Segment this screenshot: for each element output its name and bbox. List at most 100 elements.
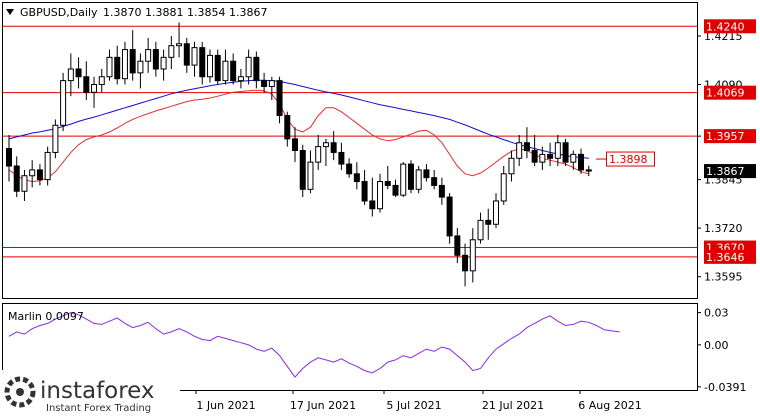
candle-39 [307, 150, 314, 194]
candle-54 [423, 164, 430, 182]
candle-3 [29, 160, 36, 188]
candlestick-series [6, 22, 592, 287]
candle-15 [121, 41, 128, 85]
candle-44 [346, 158, 353, 178]
marlin-line-0 [8, 312, 620, 378]
price-tick-label-4: 1.3720 [704, 222, 743, 235]
candle-25 [199, 41, 206, 85]
indicator-tick-label-1: 0.00 [704, 339, 729, 352]
candle-42 [330, 131, 337, 161]
candle-73 [570, 150, 577, 170]
candle-0 [6, 134, 12, 182]
candle-16 [129, 30, 136, 81]
candle-36 [284, 111, 291, 147]
candle-27 [214, 49, 221, 85]
chart-header-symbol: GBPUSD,Daily [20, 6, 98, 19]
candle-49 [384, 166, 391, 190]
level-tag-1 [704, 85, 756, 100]
time-tick-label-2: 5 Jul 2021 [386, 399, 441, 412]
time-axis: 1 Jun 2021 17 Jun 2021 5 Jul 2021 21 Jul 20… [195, 390, 642, 412]
candle-53 [415, 166, 422, 194]
candle-10 [83, 61, 90, 101]
candle-26 [206, 49, 213, 83]
candle-38 [299, 144, 306, 198]
level-tag-label-2: 1.3957 [706, 130, 745, 143]
candle-31 [245, 49, 252, 85]
indicator-label: Marlin 0.0097 [8, 310, 84, 323]
time-tick-label-4: 6 Aug 2021 [578, 399, 641, 412]
level-tag-label-0: 1.4240 [706, 20, 745, 33]
moving-average-lines [8, 79, 589, 183]
marlin-indicator: 0.03 0.00 -0.0391 [8, 307, 746, 394]
candle-64 [500, 166, 507, 205]
candle-70 [547, 142, 554, 167]
candle-32 [253, 51, 260, 89]
candle-43 [338, 142, 345, 170]
candle-34 [268, 76, 275, 101]
candle-20 [160, 49, 167, 81]
indicator-tick-label-2: -0.0391 [704, 381, 746, 394]
ma-line-1 [8, 89, 589, 183]
watermark-logo: instaforex Instant Forex Trading [0, 370, 180, 415]
candle-18 [145, 37, 152, 73]
time-tick-label-3: 21 Jul 2021 [482, 399, 544, 412]
candle-71 [554, 134, 561, 167]
candle-45 [353, 162, 360, 190]
candle-17 [137, 53, 144, 89]
level-tag-2 [704, 129, 756, 144]
candle-72 [562, 138, 569, 167]
candle-62 [485, 208, 492, 240]
candle-13 [106, 49, 113, 81]
price-tags: 1.42401.40691.39571.36701.36461.38981.38… [596, 19, 756, 264]
candle-33 [261, 72, 268, 93]
marker-label: 1.3898 [609, 153, 648, 166]
candle-28 [222, 49, 229, 85]
candle-67 [523, 127, 530, 159]
candle-51 [400, 162, 407, 198]
candle-65 [508, 150, 515, 182]
level-tag-0 [704, 19, 756, 34]
candle-11 [91, 76, 98, 108]
chart-header-ohlc: 1.3870 1.3881 1.3854 1.3867 [103, 6, 267, 19]
candle-30 [237, 68, 244, 89]
candle-19 [152, 41, 159, 77]
candle-29 [230, 53, 237, 85]
time-tick-label-0: 1 Jun 2021 [196, 399, 255, 412]
level-tag-label-4: 1.3646 [706, 251, 745, 264]
candle-6 [52, 119, 59, 159]
candle-55 [431, 169, 438, 190]
candle-24 [191, 41, 198, 77]
candle-35 [276, 76, 283, 124]
candle-7 [60, 72, 67, 132]
candle-21 [168, 35, 175, 69]
candle-40 [315, 134, 322, 170]
candle-9 [75, 57, 82, 89]
candle-57 [446, 193, 453, 244]
candle-60 [469, 228, 476, 283]
candle-8 [67, 53, 74, 97]
candle-47 [369, 177, 376, 217]
current-price-label: 1.3867 [706, 165, 745, 178]
candle-46 [361, 169, 368, 205]
candle-58 [454, 228, 461, 264]
marker-box [606, 151, 655, 167]
candle-75 [585, 165, 592, 177]
candle-22 [176, 22, 183, 58]
time-tick-label-1: 17 Jun 2021 [290, 399, 356, 412]
dropdown-triangle-icon [6, 9, 14, 15]
watermark-tagline: Instant Forex Trading [46, 403, 151, 414]
candle-68 [531, 134, 538, 167]
candle-14 [114, 45, 121, 85]
indicator-tick-label-0: 0.03 [704, 307, 729, 320]
price-panel-frame [2, 2, 698, 299]
candle-63 [492, 193, 499, 229]
candle-50 [392, 179, 399, 198]
candle-5 [44, 146, 51, 186]
candle-41 [322, 138, 329, 167]
candle-69 [539, 146, 546, 170]
candle-66 [516, 134, 523, 167]
instaforex-logo-icon: instaforex Instant Forex Trading [4, 376, 155, 414]
price-tick-label-5: 1.3595 [704, 271, 743, 284]
candle-12 [98, 68, 105, 93]
